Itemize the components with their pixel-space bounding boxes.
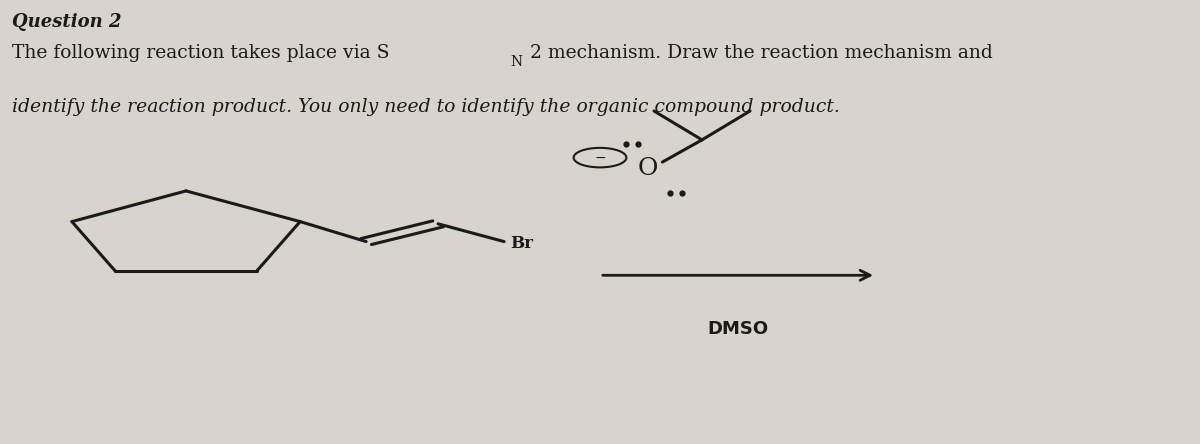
- Text: identify the reaction product. You only need to identify the organic compound pr: identify the reaction product. You only …: [12, 98, 840, 116]
- Text: Question 2: Question 2: [12, 13, 121, 32]
- Text: The following reaction takes place via S: The following reaction takes place via S: [12, 44, 390, 63]
- Text: 2 mechanism. Draw the reaction mechanism and: 2 mechanism. Draw the reaction mechanism…: [530, 44, 994, 63]
- Text: DMSO: DMSO: [708, 320, 768, 338]
- Text: N: N: [510, 56, 522, 70]
- Text: Br: Br: [510, 235, 533, 252]
- Text: O: O: [638, 157, 658, 180]
- Text: −: −: [594, 151, 606, 165]
